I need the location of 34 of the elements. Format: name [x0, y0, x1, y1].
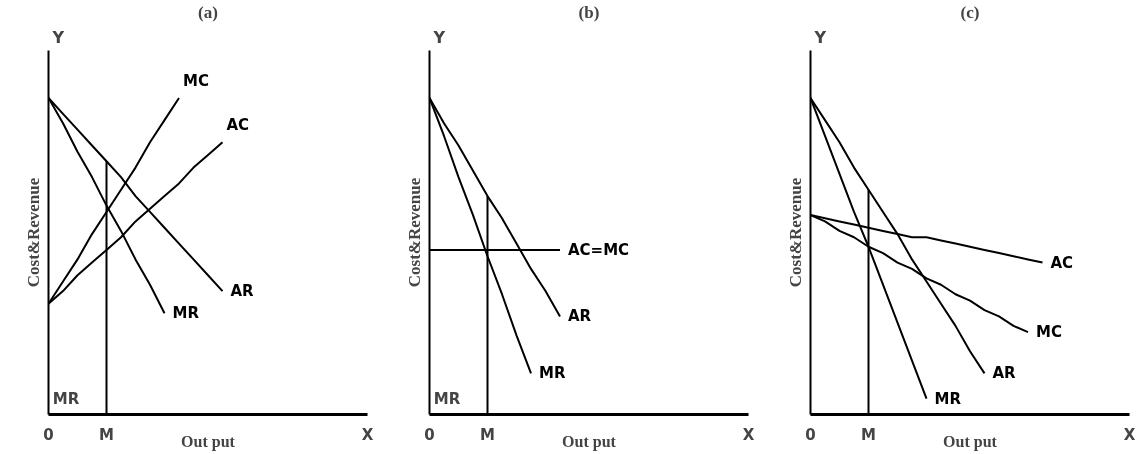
- text: Y: [51, 27, 65, 47]
- x-tick-label: X: [742, 425, 755, 444]
- series-label: MR: [539, 364, 566, 383]
- series-label: MC: [183, 71, 209, 90]
- series-label: AR: [230, 282, 255, 301]
- series-label: MC: [1036, 323, 1062, 342]
- x-tick-label: M: [480, 425, 495, 444]
- x-tick-label: M: [861, 425, 876, 444]
- annotation: MR: [433, 390, 461, 409]
- text: Y: [813, 27, 827, 47]
- chart-title: (b): [578, 2, 600, 22]
- series-label: AC: [226, 116, 250, 135]
- chart-title: (a): [198, 2, 218, 22]
- x-tick-label: 0: [424, 425, 435, 444]
- x-tick-label: X: [1123, 425, 1136, 444]
- x-tick-label: M: [99, 425, 114, 444]
- x-tick-label: 0: [805, 425, 816, 444]
- x-tick-label: 0: [43, 425, 54, 444]
- y-axis-title: Cost&Revenue: [23, 177, 43, 288]
- chart-title: (c): [960, 2, 980, 22]
- series-label: AR: [568, 307, 592, 326]
- x-axis-title: Out put: [181, 432, 236, 451]
- text: Y: [432, 27, 446, 47]
- series-label: MR: [934, 389, 962, 408]
- x-axis-title: Out put: [562, 432, 617, 451]
- y-axis-title: Cost&Revenue: [785, 177, 805, 288]
- series-label: AR: [992, 364, 1017, 383]
- x-axis-title: Out put: [943, 432, 998, 451]
- series-label: AC=MC: [568, 240, 630, 259]
- annotation: MR: [52, 390, 80, 409]
- x-tick-label: X: [361, 425, 374, 444]
- y-axis-title: Cost&Revenue: [404, 177, 424, 288]
- series-label: MR: [172, 304, 200, 323]
- series-label: AC: [1050, 253, 1074, 272]
